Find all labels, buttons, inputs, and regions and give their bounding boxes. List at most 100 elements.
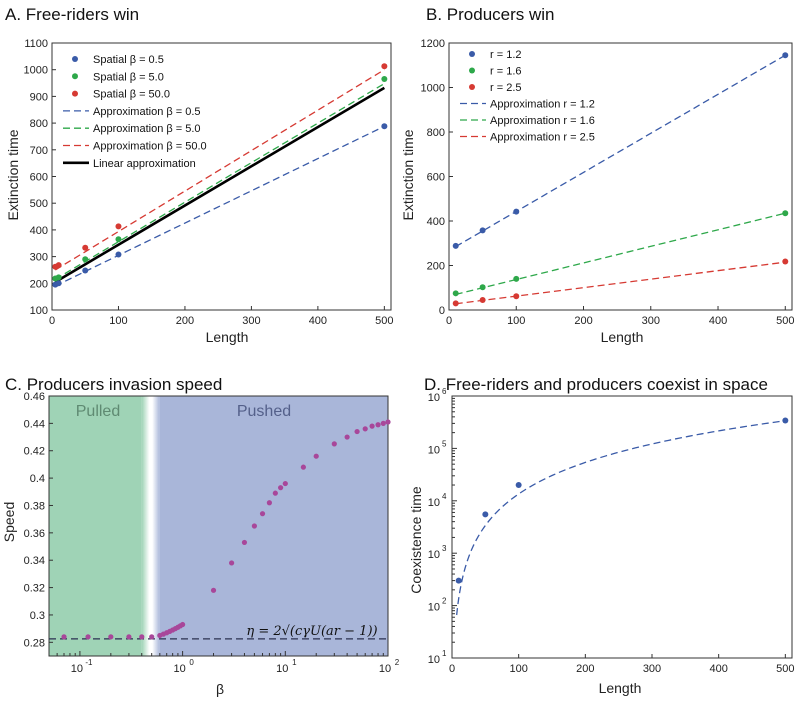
panel-b-xtick-label: 0 <box>446 315 452 327</box>
panel-a-axes: 0 100 200 300 400 500100200300400500600700800… <box>24 38 394 327</box>
panel-d-xtick-label: 0 <box>449 663 455 675</box>
series-line <box>54 69 385 271</box>
data-point <box>55 262 62 269</box>
data-point <box>139 634 145 640</box>
data-point <box>381 123 388 130</box>
panel-c-ytick-label: 0.32 <box>24 583 45 595</box>
data-point <box>513 208 520 215</box>
panel-a-xtick-label: 300 <box>242 315 260 327</box>
panel-d-ytick-label: 10 <box>428 654 440 666</box>
data-point <box>452 242 459 249</box>
series-line <box>55 125 385 287</box>
data-point <box>272 490 278 496</box>
panel-d-xtick-label: 100 <box>509 663 527 675</box>
panel-d-ytick-label: 10 <box>428 392 440 404</box>
panel-d-frame <box>451 395 793 659</box>
panel-a-title: A. Free-riders win <box>5 5 139 24</box>
data-point <box>369 423 375 429</box>
data-point <box>251 523 257 529</box>
legend-entry: Approximation β = 5.0 <box>93 123 201 135</box>
panel-d-ytick-label: 10 <box>428 602 440 614</box>
panel-a-ylabel: Extinction time <box>5 129 21 220</box>
panel-c-ytick-label: 0.44 <box>24 418 45 430</box>
data-point <box>482 511 489 518</box>
panel-a-xtick-label: 400 <box>309 315 327 327</box>
panel-c-xtick-label: 10 <box>71 663 83 675</box>
legend-entry: Approximation r = 2.5 <box>490 132 595 144</box>
legend-entry: Approximation β = 50.0 <box>93 141 207 153</box>
panel-d-ytick-exponent: 1 <box>442 649 447 658</box>
data-point <box>354 428 360 435</box>
panel-b-ytick-label: 1000 <box>421 83 445 95</box>
series-line <box>54 83 385 280</box>
data-point <box>513 293 520 300</box>
data-point <box>479 296 486 303</box>
legend-marker <box>469 67 475 74</box>
panel-a-ytick-label: 1000 <box>24 65 48 77</box>
panel-c-background <box>49 396 388 656</box>
legend-entry: Approximation β = 0.5 <box>93 106 201 118</box>
panel-b-xtick-label: 300 <box>642 315 660 327</box>
panel-a-xtick-label: 200 <box>176 315 194 327</box>
panel-b-axes: 0 100 200 300 400 500 0 200 400 600 800 1000 1200 <box>421 38 795 327</box>
panel-d: D. Free-riders and producers coexist in … <box>408 375 795 696</box>
panel-d-ytick-exponent: 4 <box>442 492 447 501</box>
panel-c-axes: 10-11001011020.280.30.320.340.360.380.40… <box>24 391 400 675</box>
data-point <box>115 251 122 258</box>
series-line <box>455 54 786 248</box>
data-point <box>331 441 337 447</box>
panel-b-xlabel: Length <box>601 329 644 345</box>
data-point <box>479 227 486 234</box>
fit-curve <box>456 420 786 616</box>
panel-b-ytick-label: 200 <box>427 261 445 273</box>
panel-a-ytick-label: 800 <box>30 118 48 130</box>
panel-b-ytick-label: 400 <box>427 216 445 228</box>
panel-d-ytick-exponent: 6 <box>442 387 447 396</box>
panel-c-xtick-exponent: 0 <box>189 658 194 667</box>
panel-b-legend: r = 1.2 r = 1.6 r = 2.5 Approximation r = 1… <box>460 49 595 144</box>
data-point <box>455 577 462 584</box>
panel-c-ylabel: Speed <box>1 502 17 542</box>
legend-entry: Approximation r = 1.6 <box>490 115 595 127</box>
panel-b-ytick-label: 0 <box>439 305 445 317</box>
panel-a-ytick-label: 100 <box>30 305 48 317</box>
panel-b-xtick-label: 500 <box>776 315 794 327</box>
legend-marker <box>469 51 475 57</box>
panel-c: C. Producers invasion speed 10-110010110… <box>1 375 400 697</box>
data-point <box>180 621 186 628</box>
panel-b-ytick-label: 800 <box>427 127 445 139</box>
data-point <box>479 284 486 291</box>
data-point <box>381 63 388 70</box>
data-point <box>782 210 789 217</box>
panel-b-ytick-label: 600 <box>427 172 445 184</box>
panel-c-ytick-label: 0.38 <box>24 500 45 512</box>
panel-c-xtick-exponent: 2 <box>395 658 400 667</box>
legend-entry: r = 2.5 <box>490 82 522 94</box>
panel-c-ytick-label: 0.3 <box>30 610 45 622</box>
transition-region <box>141 396 160 656</box>
panel-a-ytick-label: 300 <box>30 252 48 264</box>
data-point <box>385 419 391 425</box>
legend-entry: r = 1.6 <box>490 66 522 78</box>
panel-c-ytick-label: 0.4 <box>30 473 45 485</box>
panel-c-ytick-label: 0.36 <box>24 528 45 540</box>
series-line <box>54 86 386 284</box>
panel-a-marks <box>52 63 388 288</box>
data-point <box>82 244 89 251</box>
panel-c-xtick-label: 10 <box>276 663 288 675</box>
panel-a-xlabel: Length <box>206 329 249 345</box>
panel-d-xtick-label: 300 <box>643 663 661 675</box>
data-point <box>259 511 266 517</box>
panel-d-marks <box>455 417 789 616</box>
panel-b-ylabel: Extinction time <box>400 129 416 220</box>
panel-c-xtick-label: 10 <box>173 663 185 675</box>
legend-marker <box>469 84 475 90</box>
data-point <box>282 480 288 487</box>
panel-c-frame <box>48 395 389 657</box>
data-point <box>82 267 89 274</box>
data-point <box>85 634 91 640</box>
panel-a-xtick-label: 500 <box>375 315 393 327</box>
panel-a-ytick-label: 400 <box>30 225 48 237</box>
